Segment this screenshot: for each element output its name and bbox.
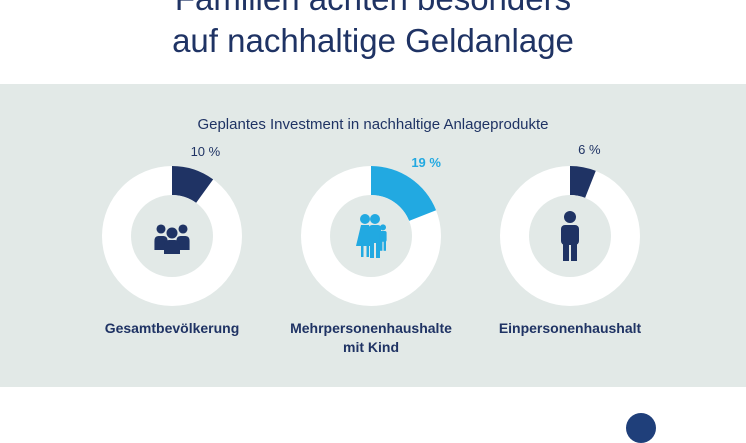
family-icon xyxy=(356,214,387,258)
value-label: 6 % xyxy=(578,141,601,157)
group-person-head xyxy=(166,227,178,239)
group-person-head xyxy=(178,224,188,234)
family-member-head xyxy=(370,214,380,224)
category-label-line: Mehrpersonenhaushalte xyxy=(290,320,452,336)
category-label: Mehrpersonenhaushalte mit Kind xyxy=(271,319,471,357)
family-member-leg xyxy=(383,241,386,251)
title-line-2: auf nachhaltige Geldanlage xyxy=(172,22,574,59)
person-leg-right xyxy=(571,243,577,261)
family-member-leg xyxy=(380,241,383,251)
category-label: Einpersonenhaushalt xyxy=(470,319,670,338)
person-head xyxy=(564,211,576,223)
value-label: 19 % xyxy=(411,154,441,170)
family-member-leg xyxy=(376,242,380,258)
category-label: Gesamtbevölkerung xyxy=(72,319,272,338)
family-member-leg xyxy=(361,246,364,257)
person-icon xyxy=(561,211,579,261)
donut-segment xyxy=(172,166,214,203)
person-leg-left xyxy=(563,243,569,261)
category-label-line: Einpersonenhaushalt xyxy=(498,320,642,336)
family-member-head xyxy=(360,214,370,224)
chart-title: Geplantes Investment in nachhaltige Anla… xyxy=(197,116,549,133)
group-person-body xyxy=(164,240,180,254)
logo-badge xyxy=(626,413,656,443)
family-member-leg xyxy=(366,246,369,257)
family-member-body xyxy=(369,225,381,243)
value-label: 10 % xyxy=(190,144,221,160)
donut-segment xyxy=(570,166,596,198)
category-label-line: Gesamtbevölkerung xyxy=(104,320,240,336)
category-label-line: mit Kind xyxy=(343,339,399,355)
group-icon xyxy=(154,224,190,254)
family-member-leg xyxy=(370,242,374,258)
person-torso xyxy=(561,225,579,245)
family-member-head xyxy=(380,224,386,231)
title-line-1: Familien achten besonders xyxy=(0,0,746,20)
group-person-head xyxy=(156,224,166,234)
family-member-body xyxy=(379,231,387,242)
donut-charts xyxy=(102,166,640,306)
page-title: Familien achten besonders auf nachhaltig… xyxy=(0,0,746,62)
donut-segment xyxy=(371,166,437,221)
